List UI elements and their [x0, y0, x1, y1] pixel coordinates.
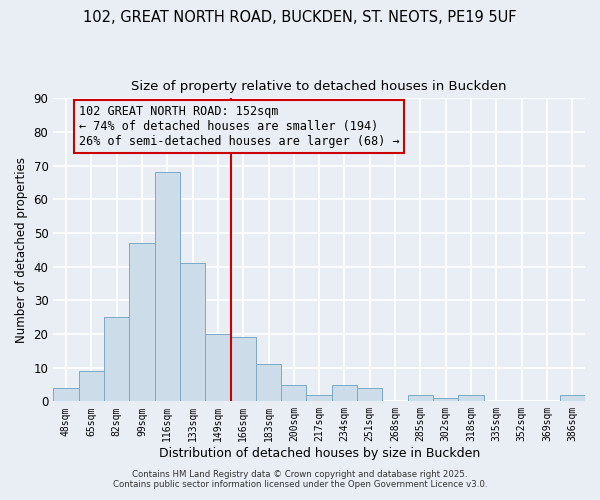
- Bar: [357, 388, 382, 402]
- Bar: [433, 398, 458, 402]
- X-axis label: Distribution of detached houses by size in Buckden: Distribution of detached houses by size …: [158, 447, 480, 460]
- Bar: [79, 371, 104, 402]
- Bar: [155, 172, 180, 402]
- Text: 102, GREAT NORTH ROAD, BUCKDEN, ST. NEOTS, PE19 5UF: 102, GREAT NORTH ROAD, BUCKDEN, ST. NEOT…: [83, 10, 517, 25]
- Bar: [205, 334, 230, 402]
- Bar: [307, 394, 332, 402]
- Bar: [230, 338, 256, 402]
- Bar: [332, 384, 357, 402]
- Bar: [256, 364, 281, 402]
- Bar: [104, 317, 129, 402]
- Bar: [281, 384, 307, 402]
- Bar: [53, 388, 79, 402]
- Bar: [408, 394, 433, 402]
- Bar: [458, 394, 484, 402]
- Bar: [180, 264, 205, 402]
- Title: Size of property relative to detached houses in Buckden: Size of property relative to detached ho…: [131, 80, 507, 93]
- Text: Contains HM Land Registry data © Crown copyright and database right 2025.
Contai: Contains HM Land Registry data © Crown c…: [113, 470, 487, 489]
- Bar: [129, 243, 155, 402]
- Text: 102 GREAT NORTH ROAD: 152sqm
← 74% of detached houses are smaller (194)
26% of s: 102 GREAT NORTH ROAD: 152sqm ← 74% of de…: [79, 105, 399, 148]
- Y-axis label: Number of detached properties: Number of detached properties: [15, 157, 28, 343]
- Bar: [560, 394, 585, 402]
